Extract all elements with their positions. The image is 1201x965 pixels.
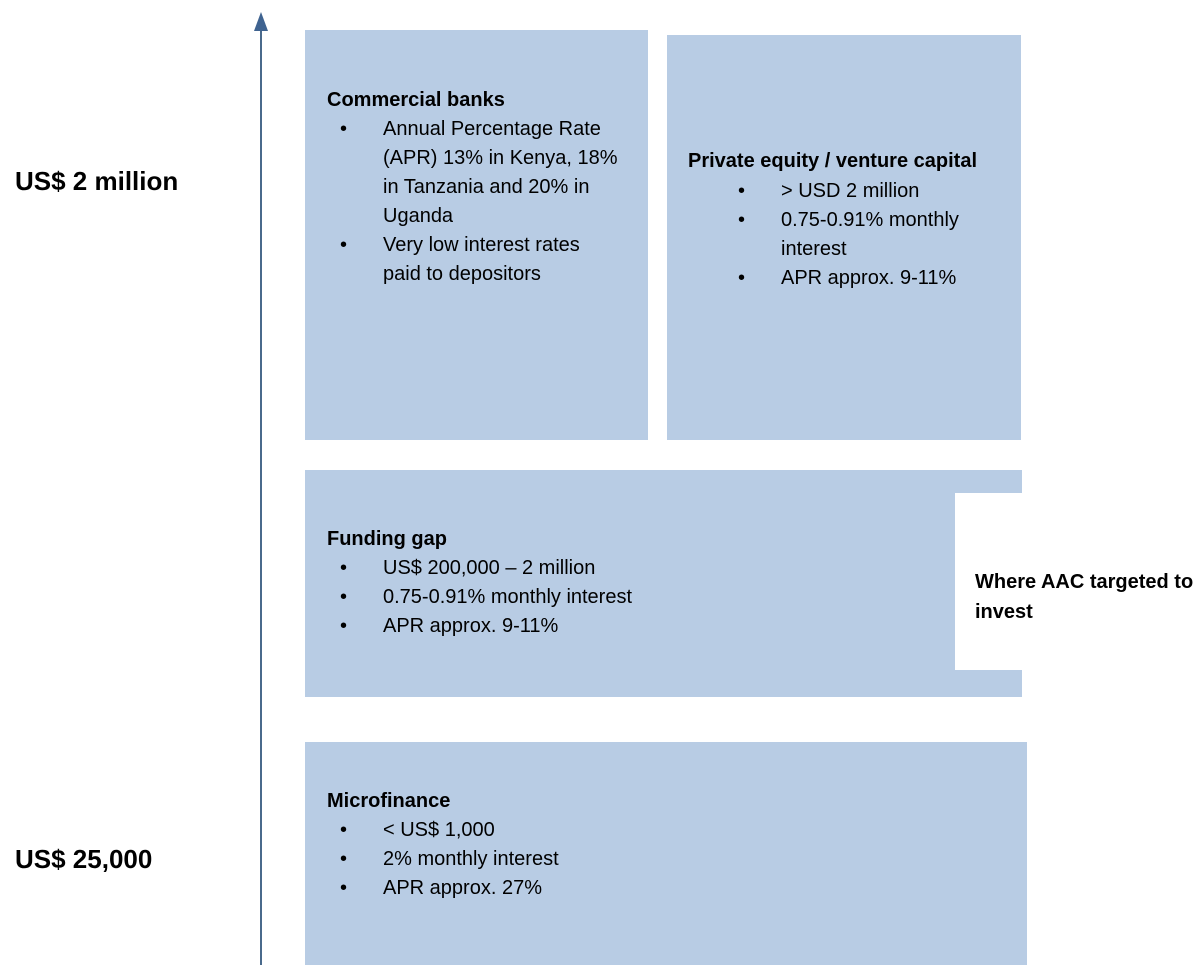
axis-bottom-label: US$ 25,000	[15, 844, 153, 874]
bullet-text: US$ 200,000 – 2 million	[383, 557, 596, 579]
box-title: Commercial banks	[327, 89, 505, 111]
bullet-item: • 0.75-0.91% monthly interest	[738, 206, 1011, 264]
box-content: Commercial banks • Annual Percentage Rate …	[327, 86, 627, 289]
bullet-text: > USD 2 million	[781, 180, 920, 202]
bullet-item: • Very low interest rates paid to deposit…	[340, 231, 623, 289]
box	[305, 470, 1022, 697]
bullet-item: • APR approx. 9-11%	[738, 264, 1011, 293]
box-content: Microfinance • < US$ 1,000 • 2% monthly inte…	[327, 787, 927, 903]
bullet-text: Very low interest rates paid to deposito…	[383, 234, 580, 285]
bullet-dot: •	[340, 557, 348, 579]
bullet-dot: •	[340, 848, 348, 870]
bullet-dot: •	[340, 877, 348, 899]
box	[305, 30, 648, 440]
bullet-item: • APR approx. 27%	[340, 874, 883, 903]
bullet-dot: •	[738, 209, 746, 231]
bullet-dot: •	[340, 586, 348, 608]
bullet-dot: •	[340, 234, 348, 256]
box	[305, 742, 1027, 965]
bullet-item: • 0.75-0.91% monthly interest	[340, 583, 883, 612]
bullet-text: APR approx. 27%	[383, 877, 542, 899]
bullet-dot: •	[340, 819, 348, 841]
note-box	[955, 493, 1022, 670]
box	[667, 35, 1021, 440]
bullet-dot: •	[738, 267, 746, 289]
bullet-dot: •	[738, 180, 746, 202]
box-title: Funding gap	[327, 528, 447, 550]
bullet-text: 2% monthly interest	[383, 848, 559, 870]
bullet-text: < US$ 1,000	[383, 819, 495, 841]
box-title: Microfinance	[327, 790, 451, 812]
bullet-text: APR approx. 9-11%	[781, 267, 957, 289]
bullet-text: 0.75-0.91% monthly interest	[383, 586, 633, 608]
bullet-text: 0.75-0.91% monthly interest	[781, 209, 959, 260]
note-text: Where AAC targeted to invest	[975, 571, 1194, 623]
bullet-item: • 2% monthly interest	[340, 845, 883, 874]
bullet-item: • > USD 2 million	[738, 177, 1011, 206]
axis-top-label: US$ 2 million	[15, 166, 179, 196]
bullet-item: • < US$ 1,000	[340, 816, 883, 845]
bullet-dot: •	[340, 615, 348, 637]
box-content: Private equity / venture capital • > USD 2…	[688, 145, 1008, 293]
bullet-text: Annual Percentage Rate (APR) 13% in Keny…	[383, 118, 618, 227]
box-content: Funding gap • US$ 200,000 – 2 million • 0.75…	[327, 525, 927, 641]
box-title: Private equity / venture capital	[688, 150, 977, 172]
bullet-item: • APR approx. 9-11%	[340, 612, 883, 641]
bullet-text: APR approx. 9-11%	[383, 615, 559, 637]
bullet-dot: •	[340, 118, 348, 140]
bullet-item: • Annual Percentage Rate (APR) 13% in Ken…	[340, 115, 623, 231]
bullet-item: • US$ 200,000 – 2 million	[340, 554, 883, 583]
